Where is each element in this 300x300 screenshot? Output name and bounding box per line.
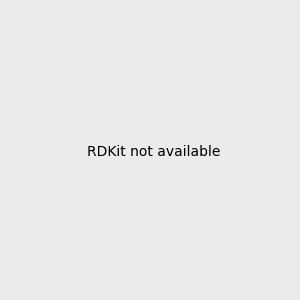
Text: RDKit not available: RDKit not available <box>87 145 220 158</box>
